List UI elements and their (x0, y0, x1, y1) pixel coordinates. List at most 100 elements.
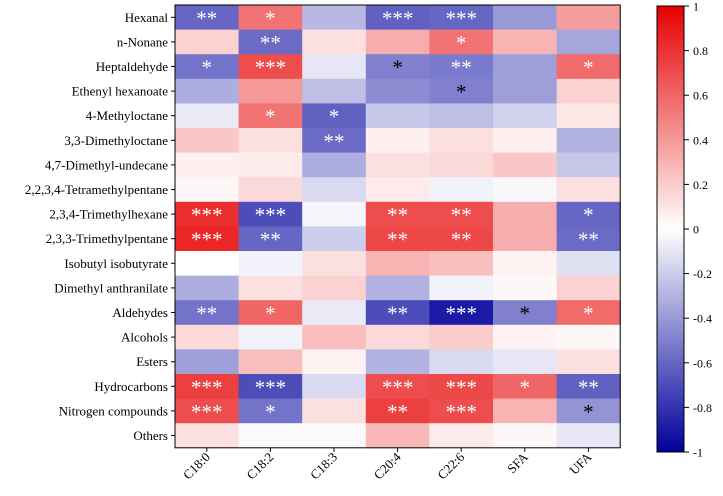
colorbar-tick-label: 1 (693, 0, 699, 14)
heatmap-cell (302, 251, 367, 277)
heatmap-cell (493, 423, 558, 449)
colorbar-tick-label: 0.2 (693, 178, 708, 192)
significance-mark: * (456, 31, 467, 55)
heatmap-cell (238, 177, 303, 203)
heatmap-cell (365, 152, 430, 178)
heatmap-cell (556, 226, 621, 252)
column-label: UFA (566, 449, 595, 478)
heatmap-cell (429, 5, 494, 31)
row-label: Isobutyl isobutyrate (64, 256, 168, 271)
heatmap-cell (429, 103, 494, 129)
colorbar-tick-label: 0 (693, 223, 699, 237)
heatmap-cell (175, 29, 240, 55)
significance-mark: * (583, 302, 594, 326)
colorbar-tick-label: -0.6 (693, 356, 712, 370)
row-label: n-Nonane (117, 34, 168, 49)
heatmap-cell (238, 29, 303, 55)
column-labels: C18:0 C18:2 C18:3 C20:4 C22:6 SFA UFA (180, 447, 595, 482)
heatmap-cell (302, 54, 367, 80)
heatmap-cell (556, 103, 621, 129)
heatmap-cell (302, 374, 367, 400)
row-label: Aldehydes (112, 305, 168, 320)
heatmap-cell (175, 251, 240, 277)
heatmap-cell (175, 5, 240, 31)
heatmap-cell (175, 324, 240, 350)
row-label: Others (133, 428, 168, 443)
significance-mark: *** (382, 375, 414, 399)
heatmap-cell (493, 349, 558, 375)
colorbar (656, 5, 685, 453)
heatmap-cell (556, 349, 621, 375)
heatmap-cell (556, 78, 621, 104)
row-label: Hydrocarbons (94, 379, 168, 394)
row-label: Alcohols (121, 330, 168, 345)
significance-mark: ** (387, 228, 408, 252)
heatmap-cell (429, 128, 494, 154)
heatmap-cell (175, 349, 240, 375)
heatmap-cell (429, 152, 494, 178)
significance-mark: ** (260, 228, 281, 252)
significance-mark: ** (196, 302, 217, 326)
heatmap-frame (174, 4, 621, 449)
significance-mark: * (265, 400, 276, 424)
heatmap-cell (556, 423, 621, 449)
significance-mark: ** (451, 228, 472, 252)
heatmap-cell (556, 275, 621, 301)
significance-mark: *** (382, 6, 414, 30)
heatmap-cell (556, 324, 621, 350)
heatmap-cells (175, 5, 621, 449)
heatmap-cell (556, 5, 621, 31)
heatmap-cell (556, 201, 621, 227)
heatmap-cell (429, 349, 494, 375)
heatmap-cell (302, 152, 367, 178)
heatmap-cell (365, 226, 430, 252)
significance-mark: *** (445, 6, 477, 30)
colorbar-tick-label: -1 (693, 446, 703, 460)
row-label: Esters (136, 354, 168, 369)
significance-mark: ** (324, 129, 345, 153)
heatmap-cell (238, 423, 303, 449)
significance-mark: * (520, 302, 531, 326)
heatmap-cell (365, 275, 430, 301)
significance-mark: *** (445, 375, 477, 399)
heatmap-cell (175, 152, 240, 178)
significance-mark: * (265, 105, 276, 129)
significance-mark: ** (387, 203, 408, 227)
heatmap-cell (493, 275, 558, 301)
heatmap-cell (238, 103, 303, 129)
heatmap-cell (429, 78, 494, 104)
heatmap-cell (175, 177, 240, 203)
colorbar-tick-label: 0.8 (693, 44, 708, 58)
heatmap-cell (365, 349, 430, 375)
significance-mark: ** (578, 375, 599, 399)
heatmap-cell (493, 324, 558, 350)
heatmap-cell (238, 324, 303, 350)
heatmap-cell (175, 78, 240, 104)
heatmap-cell (175, 398, 240, 424)
column-label: C18:2 (243, 449, 276, 482)
significance-mark: *** (255, 56, 287, 80)
row-label: 3,3-Dimethyloctane (64, 133, 168, 148)
heatmap-cell (302, 226, 367, 252)
heatmap-cell (493, 54, 558, 80)
heatmap-cell (365, 78, 430, 104)
heatmap-cell (365, 300, 430, 326)
heatmap-cell (365, 103, 430, 129)
heatmap-cell (493, 128, 558, 154)
heatmap-cell (238, 5, 303, 31)
row-label: 2,3,4-Trimethylhexane (49, 207, 168, 222)
significance-marks: ** * *** ***** ** *** * ** *** ****** *** ** ** **** *… (191, 6, 599, 424)
significance-mark: ** (578, 228, 599, 252)
row-label: Heptaldehyde (96, 59, 168, 74)
heatmap-cell (429, 226, 494, 252)
row-label: Nitrogen compounds (59, 403, 168, 418)
heatmap-cell (429, 374, 494, 400)
significance-mark: *** (191, 228, 223, 252)
column-label: C20:4 (371, 449, 404, 482)
heatmap-cell (493, 300, 558, 326)
colorbar-tick-label: 0.4 (693, 133, 708, 147)
heatmap-cell (493, 226, 558, 252)
significance-mark: * (202, 56, 213, 80)
heatmap-cell (175, 226, 240, 252)
